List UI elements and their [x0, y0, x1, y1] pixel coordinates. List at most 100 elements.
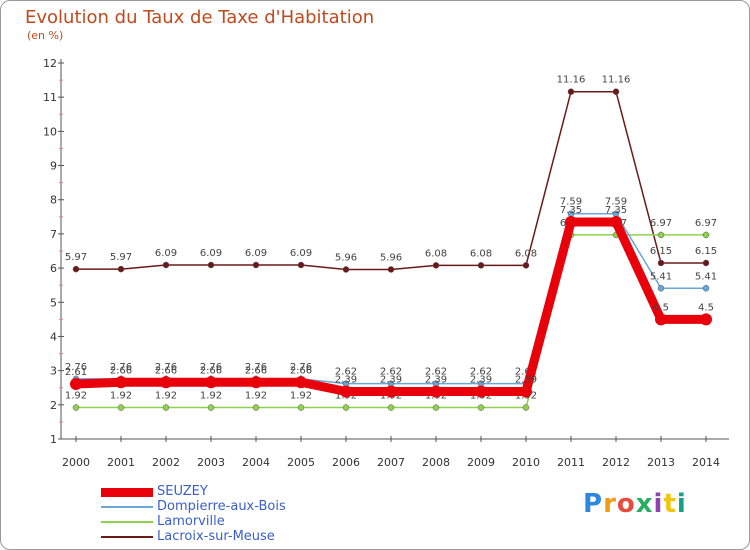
- data-label: 2.76: [65, 362, 87, 373]
- data-label: 6.15: [695, 246, 717, 257]
- data-label: 2.62: [470, 367, 492, 378]
- data-label: 1.92: [155, 391, 177, 402]
- data-point: [702, 231, 710, 239]
- data-label: 2.76: [245, 362, 267, 373]
- data-label: 2.39: [380, 374, 402, 385]
- data-label: 1.92: [245, 391, 267, 402]
- data-label: 5.97: [65, 252, 87, 263]
- data-point: [567, 88, 575, 95]
- data-point: [72, 404, 80, 411]
- data-label: 2.66: [155, 365, 177, 376]
- data-point: [432, 404, 440, 411]
- data-label: 1.92: [110, 391, 132, 402]
- data-label: 2.66: [110, 365, 132, 376]
- data-label: 6.97: [695, 218, 717, 229]
- data-label: 2.76: [110, 362, 132, 373]
- x-tick-label: 2014: [692, 456, 720, 469]
- data-point: [342, 404, 350, 411]
- data-label: 2.62: [425, 367, 447, 378]
- data-label: 11.16: [602, 75, 631, 86]
- y-tick-label: 6: [50, 262, 57, 275]
- data-label: 7.35: [605, 205, 627, 216]
- data-label: 7.59: [605, 197, 627, 208]
- data-point: [657, 231, 665, 239]
- x-tick-label: 2007: [377, 456, 405, 469]
- y-tick-label: 3: [50, 365, 57, 378]
- data-label: 1.92: [65, 391, 87, 402]
- logo-letter: r: [603, 489, 617, 519]
- data-point: [700, 313, 712, 326]
- x-tick-label: 2009: [467, 456, 495, 469]
- logo-letter: o: [616, 489, 636, 519]
- y-tick-label: 11: [43, 91, 57, 104]
- legend-label: Lacroix-sur-Meuse: [157, 529, 275, 544]
- y-tick-label: 8: [50, 194, 57, 207]
- y-tick-label: 9: [50, 160, 57, 173]
- data-point: [477, 262, 485, 269]
- data-label: 2.62: [380, 367, 402, 378]
- data-point: [207, 261, 215, 269]
- data-point: [115, 376, 127, 389]
- data-point: [207, 404, 215, 411]
- legend-swatch: [101, 488, 153, 497]
- data-label: 5.96: [335, 252, 357, 263]
- data-label: 2.76: [290, 362, 312, 373]
- data-label: 1.92: [200, 391, 222, 402]
- data-point: [522, 404, 530, 411]
- data-label: 5.41: [650, 271, 672, 282]
- x-tick-label: 2008: [422, 456, 450, 469]
- data-point: [342, 266, 350, 273]
- y-tick-label: 10: [43, 125, 57, 138]
- data-label: 6.09: [245, 248, 267, 259]
- data-point: [162, 404, 170, 411]
- data-point: [522, 262, 530, 269]
- data-point: [70, 377, 82, 390]
- data-point: [432, 262, 440, 269]
- data-point: [475, 385, 487, 398]
- data-point: [657, 285, 665, 292]
- data-label: 7.59: [560, 197, 582, 208]
- y-tick-label: 5: [50, 296, 57, 309]
- proxiti-logo: Proxiti: [583, 489, 687, 519]
- data-point: [655, 313, 667, 326]
- data-label: 6.08: [470, 248, 492, 259]
- data-point: [657, 259, 665, 267]
- data-point: [520, 385, 532, 398]
- data-label: 1.92: [290, 391, 312, 402]
- data-point: [252, 404, 260, 411]
- data-point: [702, 259, 710, 267]
- y-tick-label: 1: [50, 433, 57, 446]
- x-tick-label: 2013: [647, 456, 675, 469]
- data-label: 7.35: [560, 205, 582, 216]
- x-tick-label: 2012: [602, 456, 630, 469]
- data-point: [160, 376, 172, 389]
- data-point: [477, 404, 485, 411]
- data-point: [295, 376, 307, 389]
- data-label: 2.66: [290, 365, 312, 376]
- data-point: [340, 385, 352, 398]
- data-label: 4.5: [653, 302, 669, 313]
- data-label: 2.76: [155, 362, 177, 373]
- data-label: 2.66: [200, 365, 222, 376]
- data-label: 6.08: [515, 248, 537, 259]
- data-point: [430, 385, 442, 398]
- series-line-lacroix-sur-meuse: [75, 90, 707, 271]
- legend-swatch: [101, 536, 153, 538]
- legend-swatch: [101, 521, 153, 523]
- data-label: 4.5: [698, 302, 714, 313]
- y-tick-label: 12: [43, 57, 57, 70]
- data-label: 6.09: [200, 248, 222, 259]
- data-point: [610, 215, 622, 228]
- data-point: [565, 215, 577, 228]
- y-tick-label: 4: [50, 330, 57, 343]
- data-point: [387, 404, 395, 411]
- data-point: [612, 88, 620, 95]
- data-label: 11.16: [557, 75, 586, 86]
- data-label: 6.09: [155, 248, 177, 259]
- x-tick-label: 2010: [512, 456, 540, 469]
- data-label: 2.66: [245, 365, 267, 376]
- legend-label: Dompierre-aux-Bois: [157, 499, 286, 514]
- logo-letter: P: [583, 489, 604, 519]
- logo-letter: x: [635, 489, 654, 519]
- data-label: 2.39: [425, 374, 447, 385]
